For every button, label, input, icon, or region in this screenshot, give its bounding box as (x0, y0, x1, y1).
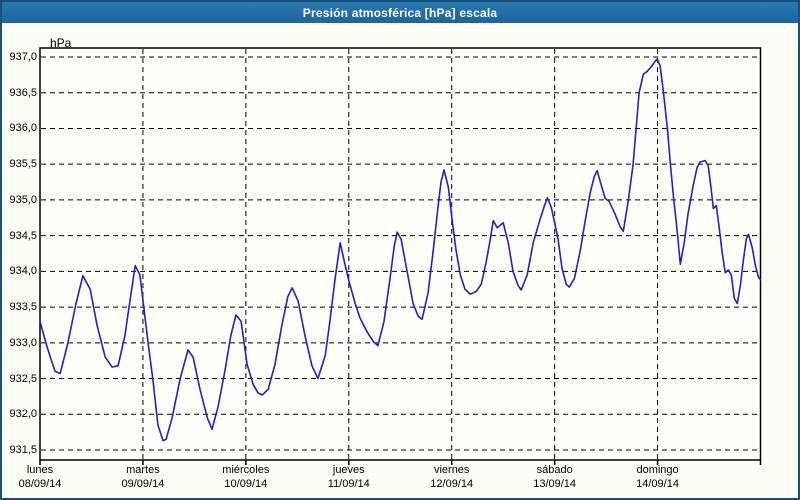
x-axis-label-martes: martes 09/09/14 (91, 463, 195, 491)
y-tick-label: 934,0 (9, 265, 37, 278)
y-tick-label: 934,5 (9, 229, 37, 242)
plot-area (39, 47, 762, 461)
y-tick-label: 932,5 (9, 372, 37, 385)
x-axis-label-viernes: viernes 12/09/14 (400, 463, 504, 491)
y-tick-label: 932,0 (9, 408, 37, 421)
day-name-label: lunes (26, 464, 54, 476)
y-tick-label: 936,0 (9, 122, 37, 135)
day-name-label: jueves (332, 464, 365, 476)
day-date-label: 09/09/14 (121, 478, 165, 490)
x-axis-label-miércoles: miércoles 10/09/14 (194, 463, 298, 491)
x-axis-label-jueves: jueves 11/09/14 (297, 463, 401, 491)
title-bar: Presión atmosférica [hPa] escala (2, 2, 798, 23)
y-tick-label: 936,5 (9, 86, 37, 99)
day-name-label: miércoles (222, 464, 270, 476)
y-tick-label: 937,0 (9, 51, 37, 63)
y-tick-label: 931,5 (9, 443, 37, 456)
y-tick-label: 935,0 (9, 193, 37, 206)
day-name-label: sábado (536, 464, 573, 476)
y-tick-label: 935,5 (9, 158, 37, 171)
day-date-label: 10/09/14 (224, 478, 268, 490)
day-date-label: 14/09/14 (636, 478, 679, 490)
y-tick-label: 933,5 (9, 301, 37, 314)
y-tick-label: 933,0 (9, 336, 37, 349)
x-axis-label-lunes: lunes 08/09/14 (0, 463, 92, 491)
chart-title: Presión atmosférica [hPa] escala (302, 5, 498, 20)
y-axis-unit-label: hPa (50, 36, 72, 50)
day-date-label: 13/09/14 (533, 478, 577, 490)
day-name-label: martes (126, 464, 160, 476)
x-axis-label-sábado: sábado 13/09/14 (503, 463, 607, 491)
day-name-label: domingo (636, 464, 679, 476)
day-date-label: 08/09/14 (18, 478, 62, 490)
day-name-label: viernes (433, 464, 470, 476)
pressure-series-line (39, 58, 762, 442)
day-date-label: 11/09/14 (327, 478, 370, 490)
x-axis-label-domingo: domingo 14/09/14 (606, 463, 710, 491)
day-date-label: 12/09/14 (430, 478, 474, 490)
